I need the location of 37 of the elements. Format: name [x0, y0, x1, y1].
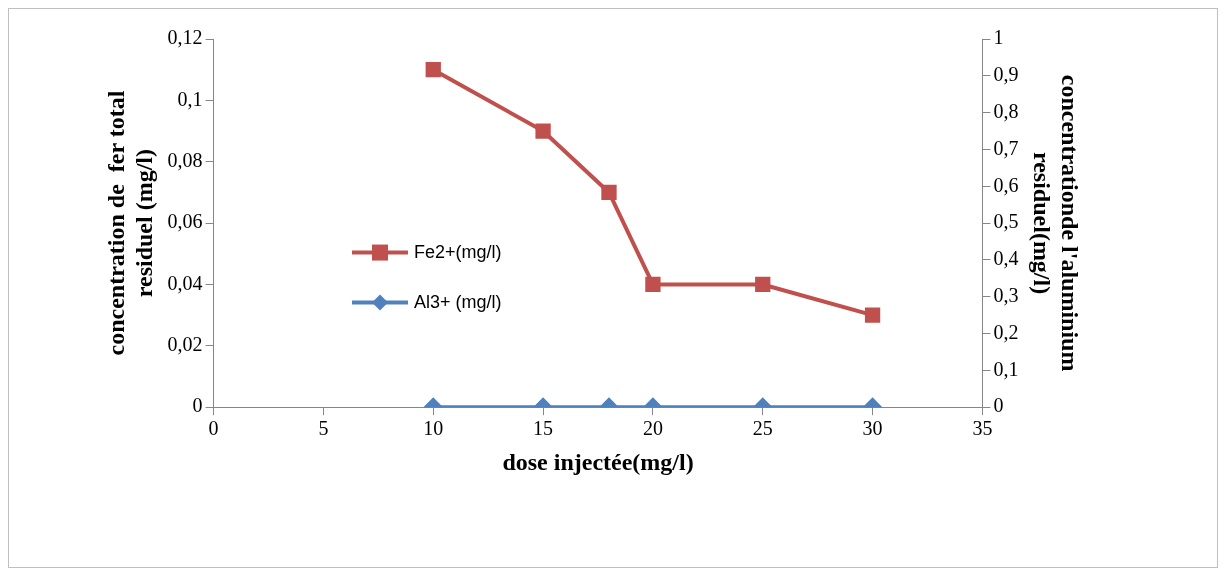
x-tick-label: 0	[208, 417, 219, 440]
y2-tick-label: 0	[993, 394, 1004, 417]
x-tick-label: 10	[423, 417, 444, 440]
point	[535, 123, 551, 139]
point	[864, 307, 881, 323]
y2-tick-label: 0,8	[993, 99, 1019, 122]
y-tick-label: 0,04	[167, 271, 203, 294]
point	[425, 62, 441, 78]
y2-tick-label: 0,6	[993, 173, 1019, 196]
y2-tick-label: 0,2	[993, 320, 1019, 343]
x-axis-title: dose injectée(mg/l)	[502, 448, 694, 475]
y2-tick-label: 1	[993, 26, 1004, 49]
y-axis-title: concentration de fer total residuel (mg/l)	[102, 90, 158, 356]
y2-tick-label: 0,3	[993, 283, 1019, 306]
y-tick-label: 0,06	[167, 210, 203, 233]
y-tick-label: 0	[192, 394, 203, 417]
y2-tick-label: 0,9	[993, 63, 1019, 86]
legend-label: Fe2+(mg/l)	[413, 241, 502, 262]
x-tick-label: 25	[752, 417, 773, 440]
y-tick-label: 0,1	[177, 87, 203, 110]
y-tick-label: 0,12	[167, 26, 203, 49]
y2-tick-label: 0,4	[993, 247, 1019, 270]
x-tick-label: 5	[318, 417, 329, 440]
point	[755, 276, 771, 293]
y2-tick-label: 0,5	[993, 210, 1019, 233]
legend-label: Al3+ (mg/l)	[413, 291, 502, 312]
x-tick-label: 15	[533, 417, 554, 440]
y-tick-label: 0,08	[167, 148, 203, 171]
y-tick-label: 0,02	[167, 333, 203, 356]
point	[645, 276, 661, 293]
x-tick-label: 20	[642, 417, 663, 440]
point	[601, 184, 617, 201]
y2-axis-title: concentrationde l'aluminium residuel(mg/l)	[1028, 74, 1084, 372]
y2-tick-label: 0,1	[993, 357, 1019, 380]
x-tick-label: 30	[862, 417, 883, 440]
x-tick-label: 35	[972, 417, 993, 440]
y2-tick-label: 0,7	[993, 136, 1019, 159]
